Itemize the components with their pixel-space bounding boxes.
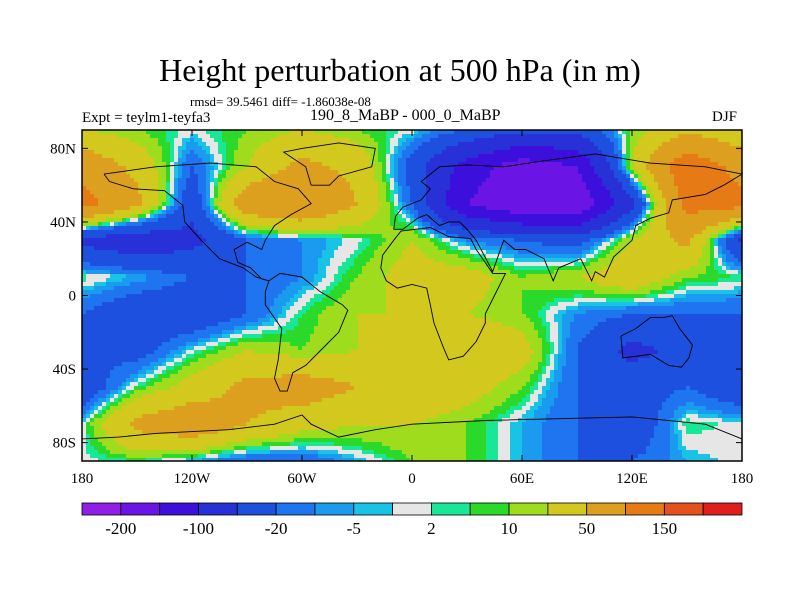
- colorbar-label: 150: [652, 519, 678, 538]
- colorbar-label: 10: [501, 519, 518, 538]
- colorbar-label: 2: [427, 519, 436, 538]
- period-label: 190_8_MaBP - 000_0_MaBP: [310, 107, 501, 124]
- colorbar-swatch: [275, 502, 316, 516]
- lon-tick-label: 120W: [174, 471, 212, 487]
- lon-tick-label: 60E: [510, 471, 534, 487]
- colorbar-swatch: [353, 502, 393, 516]
- colorbar-swatch: [159, 502, 199, 516]
- colorbar-swatch: [586, 502, 626, 516]
- lat-tick-label: 40N: [50, 215, 76, 231]
- colorbar-swatch: [120, 502, 161, 516]
- colorbar-swatch: [547, 502, 588, 516]
- experiment-label: Expt = teylm1-teyfa3: [82, 110, 211, 126]
- plot-title: Height perturbation at 500 hPa (in m): [159, 52, 641, 88]
- colorbar-label: 50: [578, 519, 595, 538]
- lon-tick-label: 180: [731, 471, 754, 487]
- colorbar-swatch: [81, 502, 122, 516]
- lon-tick-label: 180: [71, 471, 94, 487]
- stats-label: rmsd= 39.5461 diff= -1.86038e-08: [190, 94, 371, 109]
- south-america-coast: [264, 272, 349, 392]
- colorbar-label: -20: [265, 519, 288, 538]
- colorbar-swatch: [625, 502, 665, 516]
- lat-tick-label: 80N: [50, 141, 76, 157]
- colorbar-swatch: [392, 502, 432, 516]
- colorbar-swatch: [469, 502, 510, 516]
- eurasia-coast: [393, 153, 744, 282]
- lon-tick-label: 0: [408, 471, 416, 487]
- height-field: [82, 130, 743, 462]
- season-label: DJF: [712, 109, 738, 125]
- colorbar-swatch: [663, 502, 704, 516]
- lon-tick-label: 60W: [287, 471, 317, 487]
- colorbar-swatch: [314, 502, 355, 516]
- colorbar: -200 -100 -20 -5 2 10 50 150: [81, 502, 743, 538]
- axis-ticks: 80N 40N 0 40S 80S 180 120W 60W 0 60E 120E 180: [50, 130, 753, 487]
- africa-coast: [380, 227, 507, 361]
- colorbar-label: -200: [105, 519, 136, 538]
- lat-tick-label: 80S: [53, 436, 76, 452]
- antarctica-coast: [81, 414, 743, 440]
- colorbar-label: -100: [183, 519, 214, 538]
- lon-tick-label: 120E: [616, 471, 648, 487]
- colorbar-swatch: [431, 502, 471, 516]
- colorbar-swatch: [236, 502, 277, 516]
- lat-tick-label: 0: [69, 289, 77, 305]
- colorbar-swatch: [508, 502, 549, 516]
- greenland-coast: [282, 142, 376, 186]
- coastlines: [81, 142, 744, 440]
- australia-coast: [620, 315, 693, 368]
- lat-tick-label: 40S: [53, 362, 76, 378]
- north-america-coast: [103, 162, 312, 282]
- colorbar-swatch: [198, 502, 238, 516]
- colorbar-label: -5: [347, 519, 361, 538]
- colorbar-swatch: [702, 502, 743, 516]
